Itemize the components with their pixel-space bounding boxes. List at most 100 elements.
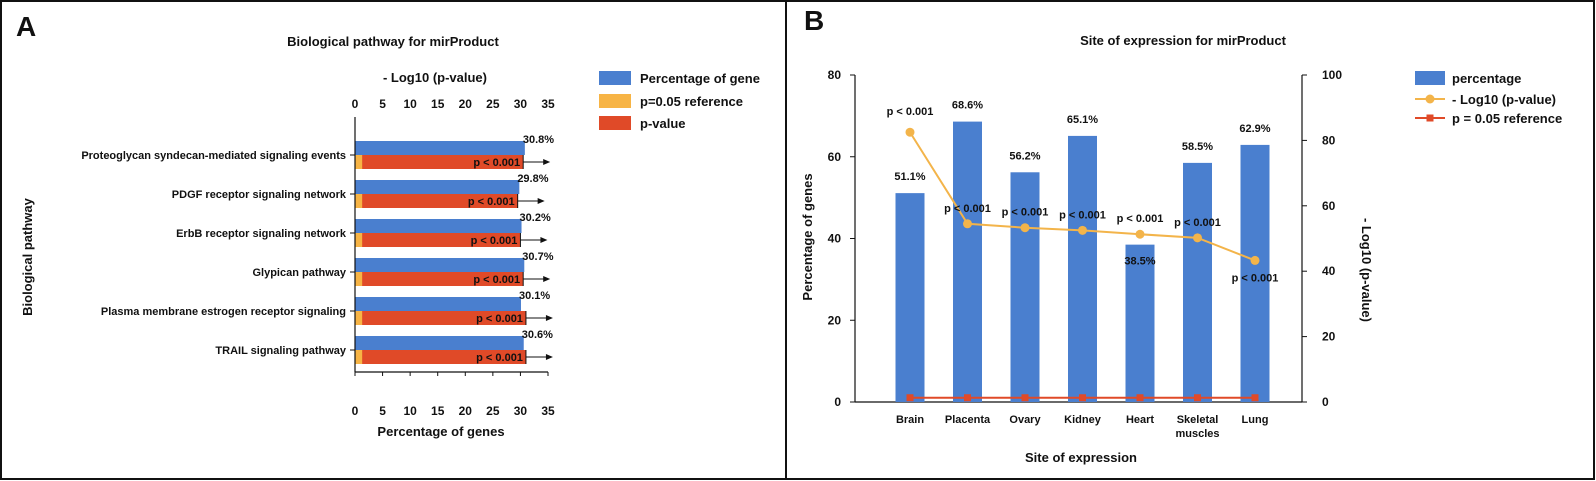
a-reference-bar-2 xyxy=(355,233,363,247)
b-reference-marker-4 xyxy=(1136,394,1144,402)
b-percentage-bar-1 xyxy=(953,121,982,402)
b-left-tick-3: 60 xyxy=(828,150,842,164)
b-pvalue-marker-5 xyxy=(1193,233,1202,243)
b-percentage-label-3: 65.1% xyxy=(1067,114,1098,126)
legend-label-p-value: p-value xyxy=(640,116,686,131)
a-percentage-label-2: 30.2% xyxy=(520,212,551,224)
a-pvalue-label-2: p < 0.001 xyxy=(471,235,518,247)
b-percentage-label-6: 62.9% xyxy=(1239,123,1270,135)
b-pvalue-marker-4 xyxy=(1135,229,1145,239)
b-pvalue-label-1: p < 0.001 xyxy=(944,203,991,215)
panel-b-legend: percentage - Log10 (p-value) p = 0.05 re… xyxy=(1415,71,1562,126)
legend-label-log10: - Log10 (p-value) xyxy=(1452,92,1556,107)
b-percentage-bar-5 xyxy=(1183,162,1212,402)
legend-marker-log10 xyxy=(1425,94,1435,104)
a-percentage-label-5: 30.6% xyxy=(522,329,553,341)
panel-a-bars: Proteoglycan syndecan-mediated signaling… xyxy=(81,134,554,364)
a-category-label-0: Proteoglycan syndecan-mediated signaling… xyxy=(81,150,346,162)
a-pvalue-label-1: p < 0.001 xyxy=(468,196,515,208)
b-percentage-bar-0 xyxy=(895,193,925,402)
a-pvalue-bar-1 xyxy=(355,194,518,208)
legend-swatch-p-value xyxy=(599,116,631,130)
panel-a-y-axis-title: Biological pathway xyxy=(20,197,35,316)
a-top-tick-4: 20 xyxy=(459,97,473,111)
a-percentage-bar-0 xyxy=(355,141,525,155)
a-arrow-head-1 xyxy=(537,198,545,204)
b-reference-marker-6 xyxy=(1251,394,1259,402)
a-percentage-bar-5 xyxy=(355,336,524,350)
a-bottom-tick-3: 15 xyxy=(431,404,445,418)
panel-a-top-axis-title: - Log10 (p-value) xyxy=(383,70,487,85)
a-bottom-tick-0: 0 xyxy=(352,404,359,418)
legend-swatch-percentage xyxy=(1415,71,1445,85)
a-pvalue-bar-5 xyxy=(355,350,526,364)
a-top-tick-5: 25 xyxy=(486,97,500,111)
a-arrow-head-0 xyxy=(543,159,551,165)
b-category-label-3: Kidney xyxy=(1064,414,1102,426)
a-reference-bar-4 xyxy=(355,311,363,325)
panel-a-x-axis-title: Percentage of genes xyxy=(377,424,504,439)
b-reference-marker-0 xyxy=(906,394,914,402)
a-percentage-label-0: 30.8% xyxy=(523,134,554,146)
b-percentage-label-0: 51.1% xyxy=(894,171,925,183)
b-category-label-5-line-1: muscles xyxy=(1175,428,1219,440)
a-percentage-bar-3 xyxy=(355,258,525,272)
b-reference-marker-3 xyxy=(1079,394,1086,402)
b-left-tick-2: 40 xyxy=(828,232,842,246)
b-left-tick-4: 80 xyxy=(828,68,842,82)
panel-b-y-axis-title: Percentage of genes xyxy=(800,173,815,300)
panel-a-bottom-axis: 0 5 10 15 20 25 30 35 xyxy=(352,371,555,418)
b-pvalue-label-2: p < 0.001 xyxy=(1002,207,1049,219)
b-pvalue-label-4: p < 0.001 xyxy=(1117,213,1164,225)
a-top-tick-1: 5 xyxy=(379,97,386,111)
b-percentage-bar-3 xyxy=(1068,135,1097,402)
b-left-tick-0: 0 xyxy=(834,395,841,409)
a-top-tick-7: 35 xyxy=(541,97,555,111)
panel-b-x-axis-title: Site of expression xyxy=(1025,450,1137,465)
a-top-tick-3: 15 xyxy=(431,97,445,111)
b-reference-marker-5 xyxy=(1194,394,1201,402)
a-arrow-head-4 xyxy=(545,315,553,321)
a-pvalue-bar-3 xyxy=(355,272,524,286)
a-category-label-4: Plasma membrane estrogen receptor signal… xyxy=(101,306,346,318)
a-bottom-tick-1: 5 xyxy=(379,404,386,418)
b-percentage-bar-4 xyxy=(1125,244,1155,402)
b-right-tick-0: 0 xyxy=(1322,395,1329,409)
b-percentage-label-2: 56.2% xyxy=(1009,150,1040,162)
a-top-tick-0: 0 xyxy=(352,97,359,111)
a-reference-bar-5 xyxy=(355,350,363,364)
b-category-label-2: Ovary xyxy=(1009,414,1041,426)
a-percentage-label-4: 30.1% xyxy=(519,290,550,302)
b-category-label-6: Lung xyxy=(1242,414,1269,426)
a-bottom-tick-2: 10 xyxy=(403,404,417,418)
panel-b-reference-line xyxy=(906,394,1259,402)
a-top-tick-6: 30 xyxy=(514,97,528,111)
a-category-label-3: Glypican pathway xyxy=(252,267,346,279)
a-pvalue-bar-0 xyxy=(355,155,524,169)
a-top-tick-2: 10 xyxy=(403,97,417,111)
a-percentage-label-3: 30.7% xyxy=(522,251,553,263)
b-pvalue-marker-1 xyxy=(963,219,972,229)
b-right-tick-2: 40 xyxy=(1322,264,1336,278)
legend-swatch-percentage-of-gene xyxy=(599,71,631,85)
a-category-label-5: TRAIL signaling pathway xyxy=(215,345,346,357)
b-pvalue-label-5: p < 0.001 xyxy=(1174,217,1221,229)
a-category-label-2: ErbB receptor signaling network xyxy=(176,228,347,240)
a-percentage-bar-2 xyxy=(355,219,522,233)
a-reference-bar-0 xyxy=(355,155,363,169)
b-percentage-label-1: 68.6% xyxy=(952,100,983,112)
legend-marker-reference xyxy=(1426,114,1434,122)
b-percentage-bar-6 xyxy=(1240,144,1270,403)
a-bottom-tick-5: 25 xyxy=(486,404,500,418)
b-category-label-5-line-0: Skeletal xyxy=(1177,414,1219,426)
b-pvalue-marker-0 xyxy=(905,127,915,137)
panel-b-right-axis: 0 20 40 60 80 100 xyxy=(1301,68,1342,409)
b-pvalue-marker-3 xyxy=(1078,225,1087,235)
b-reference-marker-1 xyxy=(964,394,971,402)
panel-b-border xyxy=(785,0,1595,480)
b-pvalue-label-0: p < 0.001 xyxy=(887,106,934,118)
b-category-label-0: Brain xyxy=(896,414,924,426)
b-right-tick-1: 20 xyxy=(1322,330,1336,344)
a-bottom-tick-4: 20 xyxy=(459,404,473,418)
